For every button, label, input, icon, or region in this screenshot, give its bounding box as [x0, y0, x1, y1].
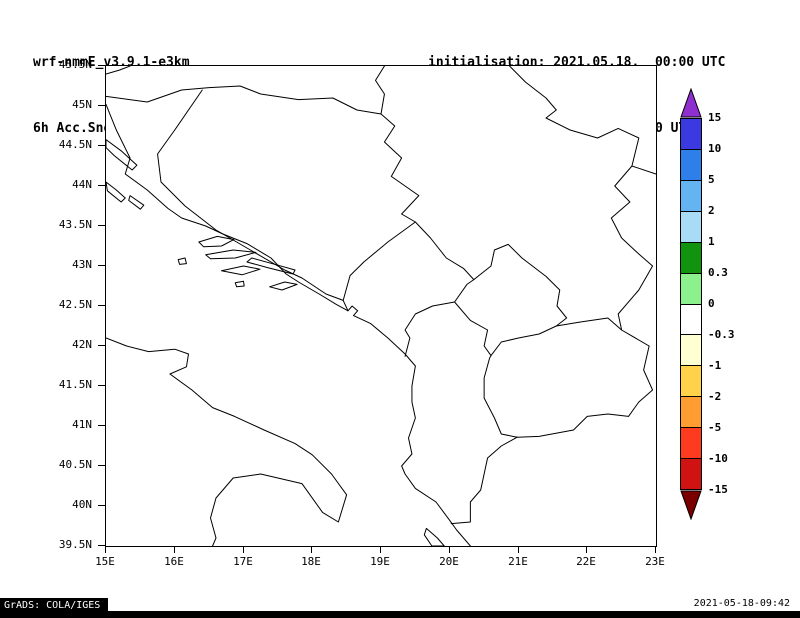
lon-label: 22E — [576, 555, 596, 568]
colorbar-segment — [681, 304, 701, 336]
lon-tick — [105, 546, 106, 553]
border-macedonia-bulgaria-greece — [517, 346, 652, 437]
lat-label: 43.5N — [58, 218, 92, 231]
lat-label: 42.5N — [58, 298, 92, 311]
lon-label: 15E — [95, 555, 115, 568]
colorbar-label: -1 — [708, 359, 722, 372]
lat-tick — [98, 65, 105, 66]
colorbar-label: 15 — [708, 111, 722, 124]
lat-tick — [98, 185, 105, 186]
lon-label: 18E — [301, 555, 321, 568]
colorbar-segment — [681, 119, 701, 150]
colorbar-segment — [681, 211, 701, 243]
lat-tick — [98, 545, 105, 546]
lat-label: 45.5N — [58, 58, 92, 71]
border-albania-macedonia — [484, 356, 517, 438]
border-slovenia-corner — [106, 66, 130, 74]
creation-timestamp: 2021-05-18-09:42 — [693, 598, 790, 609]
colorbar-label: -15 — [708, 483, 728, 496]
colorbar-arrow-down — [680, 490, 702, 520]
lat-tick — [98, 145, 105, 146]
coastline-italy — [106, 338, 347, 546]
colorbar-segment — [681, 335, 701, 367]
lat-tick — [98, 505, 105, 506]
lon-tick — [380, 546, 381, 553]
lon-tick — [174, 546, 175, 553]
border-croatia-bosnia — [158, 90, 344, 300]
coastline-east-adriatic — [106, 104, 470, 546]
lon-tick — [311, 546, 312, 553]
lat-tick — [98, 345, 105, 346]
colorbar-segment — [681, 428, 701, 460]
lon-label: 21E — [508, 555, 528, 568]
lat-tick — [98, 465, 105, 466]
colorbar-label: -5 — [708, 421, 722, 434]
lat-label: 45N — [72, 98, 92, 111]
latitude-axis: 45.5N 45N 44.5N 44N 43.5N 43N 42.5N 42N … — [0, 58, 105, 551]
colorbar-label: -10 — [708, 452, 728, 465]
colorbar-label: 2 — [708, 204, 715, 217]
lon-label: 20E — [439, 555, 459, 568]
colorbar-label: -0.3 — [708, 328, 735, 341]
bottom-strip — [0, 611, 800, 618]
lon-tick — [449, 546, 450, 553]
colorbar-segment — [681, 397, 701, 429]
lat-tick — [98, 425, 105, 426]
colorbar-segment — [681, 459, 701, 490]
border-bosnia-montenegro — [343, 222, 415, 311]
longitude-axis: 15E 16E 17E 18E 19E 20E 21E 22E 23E — [95, 546, 665, 576]
border-albania-greece — [451, 437, 517, 523]
map-svg — [106, 66, 656, 546]
colorbar-label: 10 — [708, 142, 722, 155]
lat-tick — [98, 385, 105, 386]
colorbar-label: -2 — [708, 390, 722, 403]
colorbar-segment — [681, 242, 701, 274]
colorbar-segment — [681, 180, 701, 212]
lat-tick — [98, 265, 105, 266]
lat-tick — [98, 225, 105, 226]
map-frame — [105, 65, 657, 547]
lat-label: 40N — [72, 498, 92, 511]
border-sava-danube-north — [106, 66, 384, 114]
colorbar-label: 5 — [708, 173, 715, 186]
border-serbia-montenegro — [415, 222, 473, 280]
lat-label: 40.5N — [58, 458, 92, 471]
grads-credit: GrADS: COLA/IGES — [0, 598, 109, 614]
lat-label: 43N — [72, 258, 92, 271]
lat-label: 41.5N — [58, 378, 92, 391]
border-serbia-macedonia — [556, 318, 649, 346]
lon-label: 19E — [370, 555, 390, 568]
lon-label: 16E — [164, 555, 184, 568]
lat-tick — [98, 105, 105, 106]
lat-label: 39.5N — [58, 538, 92, 551]
lat-label: 42N — [72, 338, 92, 351]
colorbar-segment — [681, 366, 701, 398]
colorbar-segment — [681, 273, 701, 305]
colorbar-label: 0 — [708, 297, 715, 310]
border-drina-serbia-bosnia — [381, 114, 419, 222]
border-serbia-east — [510, 66, 656, 330]
colorbar-segment — [681, 149, 701, 181]
colorbar-arrow-up — [680, 88, 702, 118]
islands-adriatic — [106, 140, 444, 546]
lon-label: 17E — [233, 555, 253, 568]
lat-tick — [98, 305, 105, 306]
colorbar — [680, 118, 702, 490]
lon-tick — [518, 546, 519, 553]
lon-tick — [243, 546, 244, 553]
colorbar-label: 1 — [708, 235, 715, 248]
border-kosovo — [455, 244, 567, 355]
lon-tick — [586, 546, 587, 553]
lon-tick — [655, 546, 656, 553]
lat-label: 44.5N — [58, 138, 92, 151]
lat-label: 41N — [72, 418, 92, 431]
colorbar-label: 0.3 — [708, 266, 728, 279]
lat-label: 44N — [72, 178, 92, 191]
border-montenegro-albania — [405, 302, 455, 356]
lon-label: 23E — [645, 555, 665, 568]
